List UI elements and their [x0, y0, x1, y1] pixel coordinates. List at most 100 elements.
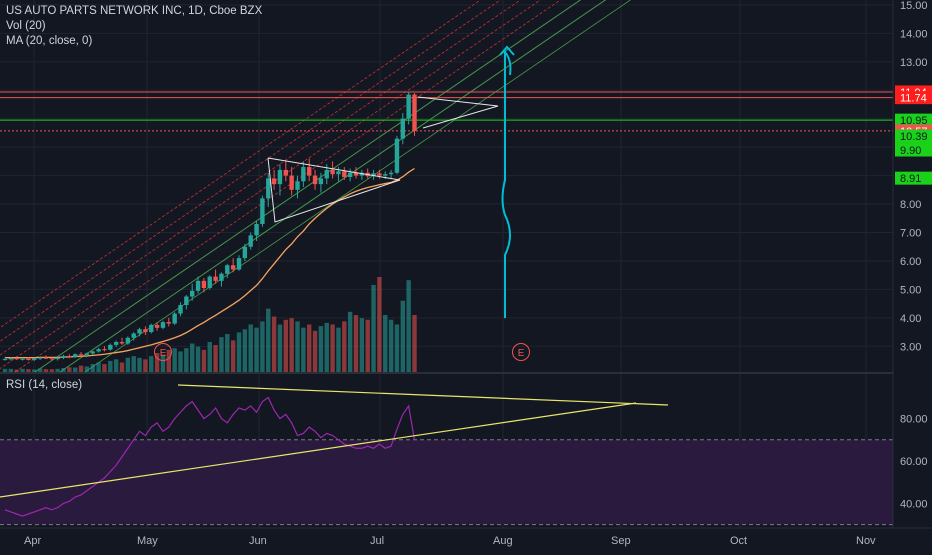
chart-title[interactable]: US AUTO PARTS NETWORK INC, 1D, Cboe BZX — [6, 5, 263, 17]
earnings-marker-label: E — [518, 348, 525, 359]
candle-body — [90, 351, 95, 354]
candle-body — [342, 171, 347, 178]
candle-body — [131, 333, 136, 338]
candle-body — [347, 172, 353, 178]
price-level-tag — [895, 171, 932, 185]
volume-bar — [242, 329, 248, 372]
volume-bar — [2, 368, 8, 372]
volume-bar — [73, 367, 78, 372]
rsi-support-line — [0, 402, 637, 498]
rsi-indicator-label[interactable]: RSI (14, close) — [6, 379, 83, 391]
rsi-line — [4, 396, 416, 517]
candle-body — [125, 337, 131, 344]
volume-bar — [383, 315, 388, 372]
candle-body — [406, 94, 411, 119]
price-tick-label: 5.00 — [900, 284, 921, 296]
trend-channel-line — [0, 0, 522, 356]
volume-bar — [342, 321, 347, 372]
pennant-triangle — [267, 157, 401, 223]
candle-body — [61, 355, 66, 358]
candle-body — [388, 172, 394, 175]
volume-bar — [347, 311, 353, 372]
volume-bar — [271, 316, 277, 372]
volume-bar — [248, 324, 253, 372]
candle-body — [32, 358, 37, 360]
volume-bar — [195, 346, 201, 372]
volume-bar — [277, 324, 283, 372]
price-level-tag — [895, 143, 932, 157]
candle-body — [318, 178, 324, 185]
candle-body — [195, 280, 201, 291]
volume-bar — [400, 300, 405, 372]
volume-bar — [113, 359, 119, 372]
candle-body — [254, 223, 259, 236]
price-tick-label: 3.00 — [900, 341, 921, 353]
price-level-tag-text: 8.91 — [900, 173, 921, 185]
volume-bar — [301, 327, 306, 372]
time-tick-label: Sep — [611, 535, 631, 547]
candle-body — [225, 265, 230, 274]
candle-body — [184, 296, 189, 306]
volume-bar — [131, 356, 136, 372]
candle-body — [260, 198, 265, 224]
volume-bar — [318, 326, 324, 372]
volume-bar — [8, 368, 14, 372]
volume-bar — [394, 324, 400, 372]
candle-body — [49, 358, 54, 360]
volume-bar — [213, 345, 218, 372]
volume-indicator-label[interactable]: Vol (20) — [6, 20, 46, 32]
volume-bar — [289, 318, 294, 372]
time-tick-label: Jun — [249, 535, 267, 547]
candle-body — [201, 280, 207, 288]
price-tick-label: 6.00 — [900, 256, 921, 268]
volume-bar — [295, 321, 300, 372]
candle-body — [230, 265, 236, 270]
earnings-marker — [512, 343, 530, 361]
candle-body — [295, 181, 300, 190]
candle-body — [113, 342, 119, 345]
projection-arrow — [501, 49, 512, 318]
volume-bar — [160, 354, 166, 372]
volume-bar — [84, 366, 90, 372]
volume-bar — [201, 349, 207, 372]
volume-bar — [149, 356, 154, 372]
candle-body — [359, 172, 365, 176]
volume-bar — [359, 318, 365, 372]
candle-body — [394, 138, 400, 173]
volume-bar — [26, 369, 31, 372]
price-level-tag-text: 9.90 — [900, 145, 921, 157]
volume-bar — [143, 359, 148, 372]
price-tick-label: 8.00 — [900, 199, 921, 211]
volume-bar — [412, 315, 417, 372]
price-tick-label: 4.00 — [900, 313, 921, 325]
volume-bar — [184, 348, 189, 372]
trend-channel-line — [59, 0, 607, 373]
volume-bar — [32, 369, 37, 372]
earnings-marker — [154, 343, 172, 361]
candle-body — [412, 94, 417, 131]
candle-body — [84, 353, 90, 355]
volume-bar — [266, 308, 271, 372]
candle-body — [14, 358, 19, 360]
volume-bar — [49, 369, 54, 372]
candle-body — [96, 349, 101, 352]
ma-indicator-label[interactable]: MA (20, close, 0) — [6, 35, 93, 47]
candle-body — [213, 276, 218, 281]
price-tick-label: 7.00 — [900, 228, 921, 240]
rsi-tick-label: 40.00 — [900, 498, 928, 510]
volume-bar — [154, 353, 160, 372]
volume-bar — [178, 351, 183, 372]
volume-bar — [14, 369, 19, 372]
volume-bar — [55, 368, 60, 372]
candle-body — [73, 354, 78, 358]
candle-body — [377, 173, 382, 176]
volume-bar — [102, 364, 107, 372]
candle-body — [149, 324, 154, 333]
candle-body — [43, 357, 49, 359]
candle-body — [143, 329, 148, 333]
candle-body — [78, 354, 84, 356]
candle-body — [330, 169, 335, 175]
time-tick-label: Jul — [370, 535, 384, 547]
